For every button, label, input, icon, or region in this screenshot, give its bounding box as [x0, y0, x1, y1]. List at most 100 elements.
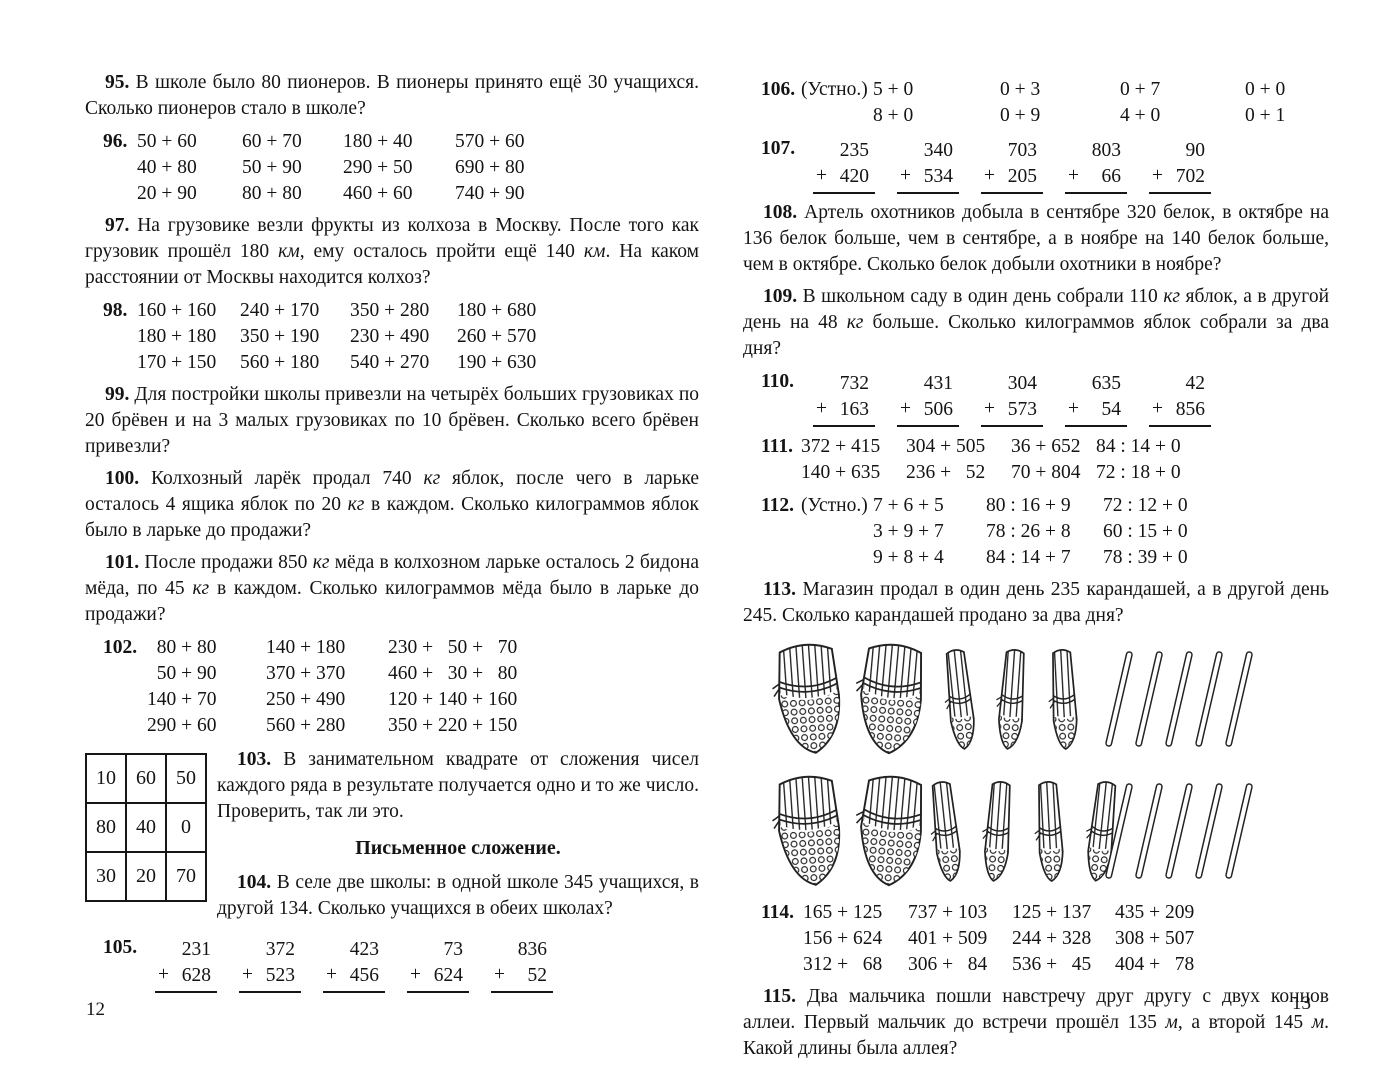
- expression: 78 : 26 + 8: [986, 521, 1071, 542]
- expression: 690 + 80: [455, 157, 525, 178]
- addend: 205: [1007, 166, 1037, 187]
- problem-number: 105.: [103, 937, 138, 958]
- expression: 60 + 70: [242, 131, 302, 152]
- bundle-ten-pictogram: [924, 779, 964, 884]
- stick-pictogram: [1224, 782, 1254, 880]
- text-run: . На каком расстоянии от Москвы находитс…: [85, 241, 700, 288]
- text-run: . Какой длины была аллея?: [743, 1012, 1330, 1059]
- problem-114: 114. 165 + 125 737 + 103 125 + 137 435 + 20…: [743, 900, 1329, 978]
- left-page: 95. В школе было 80 пионеров. В пионеры …: [85, 70, 699, 999]
- expression: 260 + 570: [457, 326, 537, 347]
- text-run: м: [1165, 1012, 1178, 1033]
- expression-grid: 372 + 415 304 + 505 36 + 652 84 : 14 + 0 140…: [801, 434, 1181, 486]
- expression: 250 + 490: [266, 689, 346, 710]
- text-run: кг: [846, 312, 864, 333]
- problem-106: 106. (Устно.) 5 + 0 0 + 3 0 + 7 0 + 0 8 + 0 0…: [743, 77, 1329, 129]
- expression: 50 + 90: [147, 663, 217, 684]
- problem-text: Два мальчика пошли навстречу друг другу …: [743, 986, 1329, 1059]
- problem-number: 102.: [103, 637, 138, 658]
- problem-110: 110. +732 163 +431 506 +304 573 +635 54 +42 856: [743, 369, 1329, 427]
- expression: 72 : 18 + 0: [1096, 462, 1181, 483]
- text-run: яблок, а в другой день на 48: [743, 286, 1330, 333]
- expression: 0 + 7: [1120, 79, 1161, 100]
- addend: 231: [181, 939, 211, 960]
- problem-103: 103. В занимательном квадрате от сложени…: [217, 747, 699, 825]
- problem-97: 97. На грузовике везли фрукты из колхоза…: [85, 213, 699, 291]
- text-run: Колхозный ларёк продал 740: [150, 468, 424, 489]
- addend: 235: [839, 140, 869, 161]
- oral-label: (Устно.): [801, 495, 868, 516]
- text-run: , ему осталось пройти ещё 140: [299, 241, 584, 262]
- page-number-left: 12: [86, 999, 105, 1020]
- problem-number: 95.: [105, 72, 130, 93]
- expression: 401 + 509: [908, 928, 988, 949]
- addend: 52: [527, 965, 548, 986]
- stick-pictogram: [1134, 650, 1164, 748]
- expression: 460 + 30 + 80: [388, 663, 518, 684]
- problem-text: В селе две школы: в одной школе 345 учащ…: [217, 872, 699, 919]
- right-page: 106. (Устно.) 5 + 0 0 + 3 0 + 7 0 + 0 8 + 0 0…: [743, 70, 1329, 1068]
- problem-102: 102. 80 + 80 140 + 180 230 + 50 + 70 50 + …: [85, 635, 699, 739]
- expression: 230 + 490: [350, 326, 430, 347]
- expression: 306 + 84: [908, 954, 988, 975]
- problem-number: 97.: [105, 215, 130, 236]
- square-row: 30 20 70: [85, 851, 207, 902]
- expression: 84 : 14 + 0: [1096, 436, 1181, 457]
- addend: 523: [265, 965, 295, 986]
- expression: 370 + 370: [266, 663, 346, 684]
- column-addition-row: +235 420 +340 534 +703 205 +803 66 +90 702: [813, 138, 1211, 194]
- column-addition: +372 523: [239, 937, 301, 993]
- square-row: 80 40 0: [85, 802, 207, 853]
- problem-number: 98.: [103, 300, 128, 321]
- problem-number: 113.: [763, 579, 797, 600]
- column-addition: +803 66: [1065, 138, 1127, 194]
- problem-number: 112.: [761, 495, 795, 516]
- expression: 78 : 39 + 0: [1103, 547, 1188, 568]
- problem-99: 99. Для постройки школы привезли на четы…: [85, 382, 699, 460]
- expression: 180 + 680: [457, 300, 537, 321]
- pencil-bundles-illustration: [768, 640, 1254, 889]
- square-cell: 80: [85, 802, 127, 853]
- expression: 180 + 40: [343, 131, 413, 152]
- text-run: кг: [312, 552, 330, 573]
- expression: 9 + 8 + 4: [873, 547, 944, 568]
- column-addition: +304 573: [981, 371, 1043, 427]
- addend: 423: [349, 939, 379, 960]
- text-run: Два мальчика пошли навстречу друг другу …: [743, 986, 1329, 1033]
- problem-text: После продажи 850 кг мёда в колхозном ла…: [85, 552, 699, 625]
- bundle-hundred-pictogram: [849, 772, 927, 889]
- expression: 570 + 60: [455, 131, 525, 152]
- expression: 36 + 652: [1011, 436, 1081, 457]
- addend: 803: [1091, 140, 1121, 161]
- bundle-ten-pictogram: [938, 647, 978, 752]
- expression: 240 + 170: [240, 300, 320, 321]
- addend: 304: [1007, 373, 1037, 394]
- stick-pictogram: [1224, 650, 1254, 748]
- square-cell: 40: [125, 802, 167, 853]
- expression: 170 + 150: [137, 352, 217, 373]
- problem-107: 107. +235 420 +340 534 +703 205 +803 66 +90 702: [743, 136, 1329, 194]
- problem-number: 101.: [105, 552, 140, 573]
- addend: 856: [1175, 399, 1205, 420]
- expression: 244 + 328: [1012, 928, 1092, 949]
- text-run: кг: [347, 494, 365, 515]
- expression: 560 + 180: [240, 352, 320, 373]
- expression: 40 + 80: [137, 157, 197, 178]
- problem-number: 99.: [105, 384, 130, 405]
- expression: 190 + 630: [457, 352, 537, 373]
- oral-label: (Устно.): [801, 79, 868, 100]
- expression: 0 + 0: [1245, 79, 1286, 100]
- expression: 160 + 160: [137, 300, 217, 321]
- problem-115: 115. Два мальчика пошли навстречу друг д…: [743, 984, 1329, 1062]
- expression-grid: 160 + 160 240 + 170 350 + 280 180 + 680 180 …: [137, 298, 536, 376]
- square-row: 10 60 50: [85, 753, 207, 804]
- column-addition: +340 534: [897, 138, 959, 194]
- text-run: мёда в колхозном ларьке осталось 2 бидон…: [85, 552, 699, 599]
- expression: 290 + 60: [147, 715, 217, 736]
- text-run: кг: [1163, 286, 1181, 307]
- stick-pictogram: [1164, 782, 1194, 880]
- expression: 0 + 3: [1000, 79, 1041, 100]
- problem-number: 100.: [105, 468, 140, 489]
- square-cell: 60: [125, 753, 167, 804]
- plus-sign: +: [900, 398, 911, 419]
